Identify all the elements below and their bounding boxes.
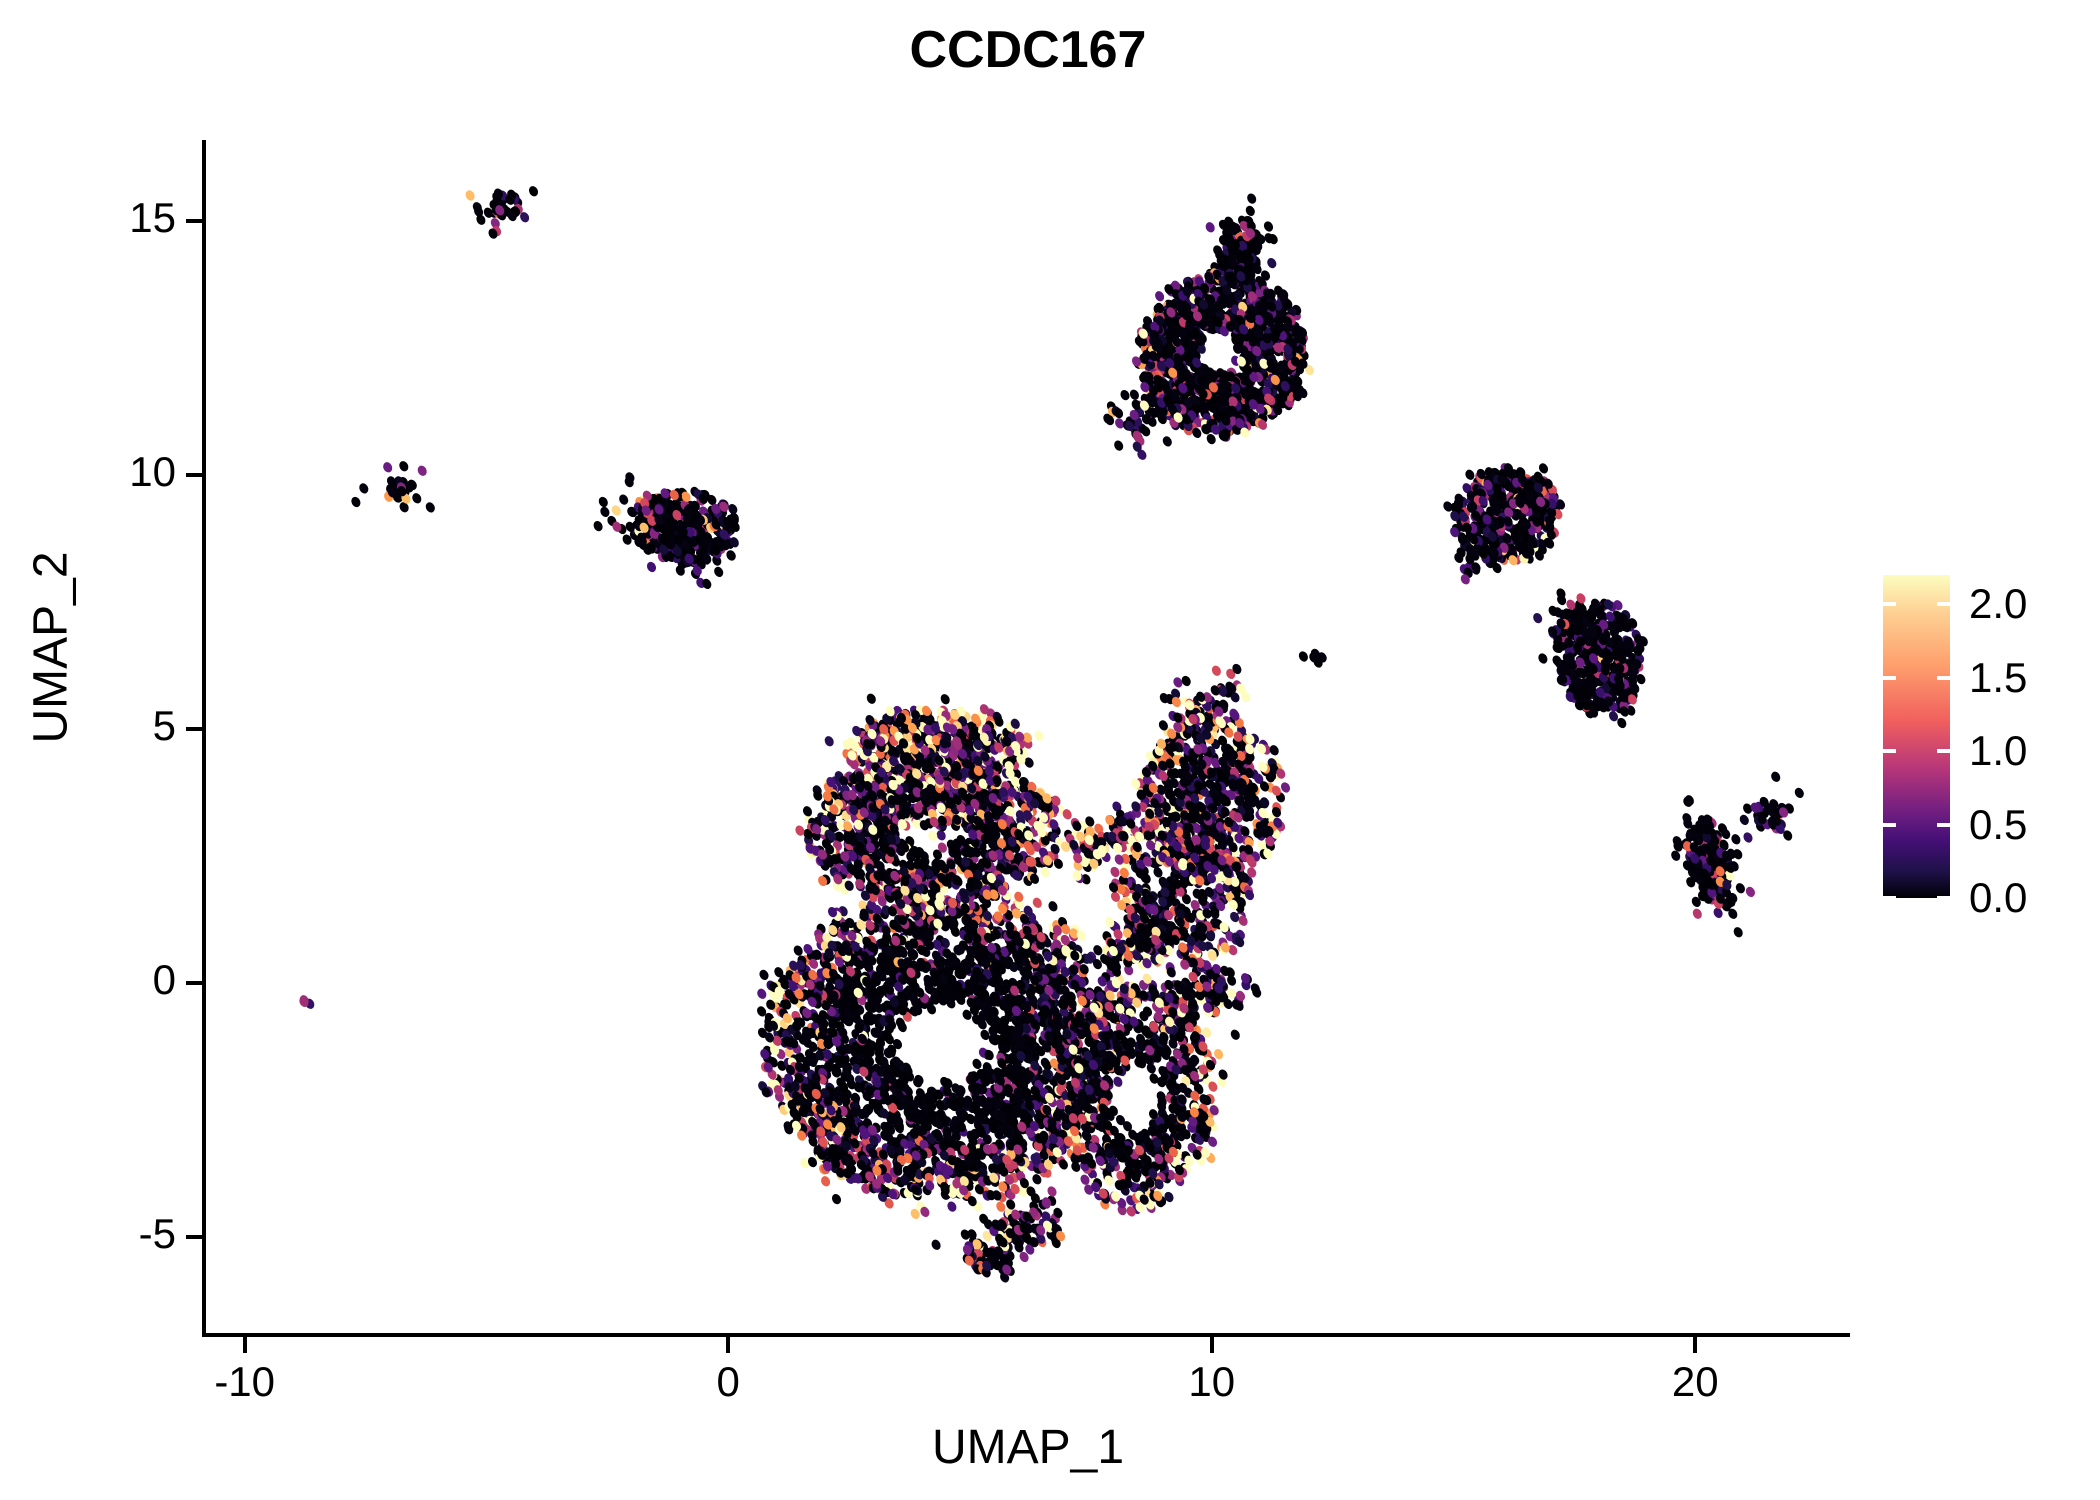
- colorbar-tick-label: 0.0: [1969, 874, 2028, 921]
- y-axis-tick: [186, 980, 202, 985]
- colorbar-tick: [1883, 896, 1896, 900]
- colorbar-tick-label: 1.0: [1969, 727, 2028, 775]
- colorbar-tick-label: 1.5: [1969, 653, 2028, 701]
- scatter-points: [299, 186, 1804, 1283]
- y-axis-tick: [186, 219, 202, 224]
- y-axis-tick-label: 5: [152, 701, 176, 749]
- colorbar-legend: 2.0 1.5 1.0 0.5 0.0: [1883, 575, 2083, 921]
- x-axis-tick: [726, 1337, 731, 1353]
- y-axis-tick: [186, 726, 202, 731]
- colorbar-tick: [1883, 675, 1896, 680]
- colorbar-tick: [1883, 822, 1896, 827]
- colorbar-tick-label: 2.0: [1969, 580, 2028, 628]
- colorbar-tick: [1937, 896, 1950, 900]
- x-axis-tick: [1209, 1337, 1214, 1353]
- x-axis-line: [202, 1333, 1850, 1337]
- x-axis-tick-label: 10: [1188, 1358, 1236, 1405]
- y-axis-title: UMAP_2: [24, 551, 78, 744]
- x-axis-tick-label: -10: [214, 1358, 276, 1405]
- x-axis-tick: [242, 1337, 247, 1353]
- colorbar-gradient: [1883, 575, 1950, 898]
- x-axis-tick: [1693, 1337, 1698, 1353]
- colorbar-tick: [1937, 602, 1950, 607]
- y-axis-tick-label: 15: [129, 194, 176, 242]
- colorbar-tick-label: 0.5: [1969, 800, 2028, 848]
- colorbar-tick: [1883, 749, 1896, 754]
- x-axis-tick-label: 20: [1671, 1358, 1719, 1405]
- colorbar-tick: [1883, 602, 1896, 607]
- y-axis-tick: [186, 1234, 202, 1239]
- page-title: CCDC167: [909, 21, 1147, 79]
- x-axis-title: UMAP_1: [931, 1421, 1125, 1474]
- y-axis-tick-label: -5: [138, 1209, 176, 1257]
- colorbar-tick: [1937, 822, 1950, 827]
- colorbar-tick: [1937, 749, 1950, 754]
- x-axis-tick-label: 0: [716, 1358, 740, 1405]
- colorbar-tick: [1937, 675, 1950, 680]
- y-axis-tick-label: 10: [129, 448, 176, 496]
- y-axis-tick: [186, 473, 202, 478]
- chart-title-wrap: CCDC167: [206, 20, 1850, 80]
- y-axis-line: [202, 140, 206, 1336]
- y-axis-tick-label: 0: [152, 955, 176, 1003]
- plot-panel: [206, 140, 1850, 1333]
